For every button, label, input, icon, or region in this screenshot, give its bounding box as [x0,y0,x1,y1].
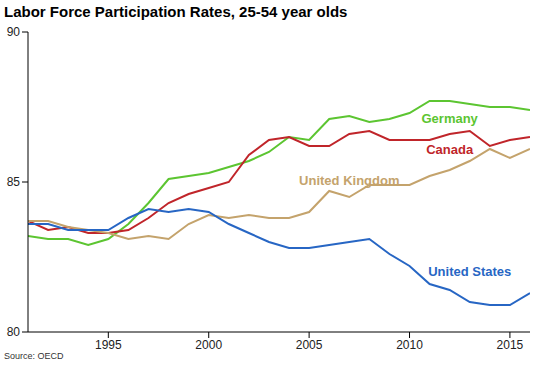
svg-text:85: 85 [8,175,20,189]
svg-text:Germany: Germany [421,111,478,126]
svg-text:2000: 2000 [195,338,222,352]
html-text:Labor Force Participation Rate: Labor Force Participation Rates, 25-54 y… [4,3,348,20]
svg-text:2015: 2015 [497,338,524,352]
svg-text:United States: United States [428,264,511,279]
svg-text:1995: 1995 [95,338,122,352]
svg-text:90: 90 [8,25,20,39]
svg-text:2005: 2005 [296,338,323,352]
html-text:Source: OECD: Source: OECD [4,351,64,361]
svg-text:Canada: Canada [426,142,474,157]
svg-text:United Kingdom: United Kingdom [299,173,399,188]
svg-text:2010: 2010 [396,338,423,352]
svg-text:80: 80 [8,325,20,339]
